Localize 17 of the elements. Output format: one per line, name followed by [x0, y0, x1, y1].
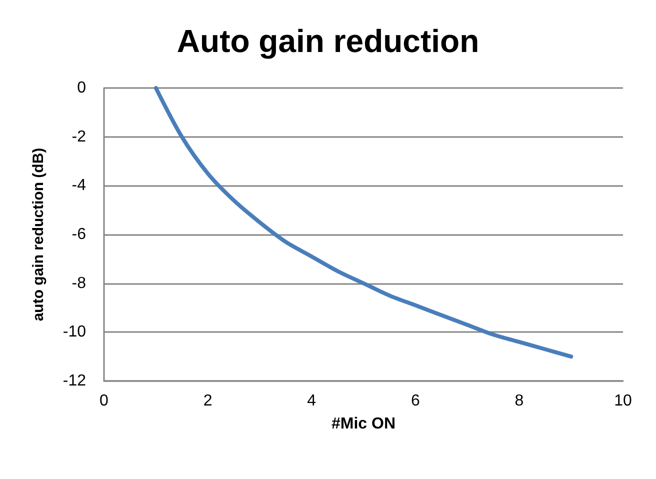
line-series — [154, 86, 574, 359]
x-tick-label: 8 — [514, 392, 524, 410]
x-tick-label: 6 — [410, 392, 420, 410]
x-tick-label: 4 — [307, 392, 316, 410]
x-axis-title: #Mic ON — [331, 416, 396, 432]
y-axis-title: auto gain reduction (dB) — [30, 148, 47, 322]
y-tick-label: -8 — [72, 274, 86, 292]
y-tick-label: -6 — [72, 226, 86, 243]
y-tick-label: 0 — [77, 80, 86, 96]
y-tick-label: -12 — [62, 372, 86, 390]
y-tick-label: -2 — [72, 128, 86, 146]
y-tick-label: -10 — [62, 324, 86, 341]
y-tick-label: -4 — [72, 177, 86, 194]
x-tick-label: 2 — [203, 392, 212, 410]
x-tick-label: 10 — [614, 392, 632, 410]
x-tick-label: 0 — [100, 392, 109, 410]
chart-title: Auto gain reduction — [176, 23, 480, 59]
